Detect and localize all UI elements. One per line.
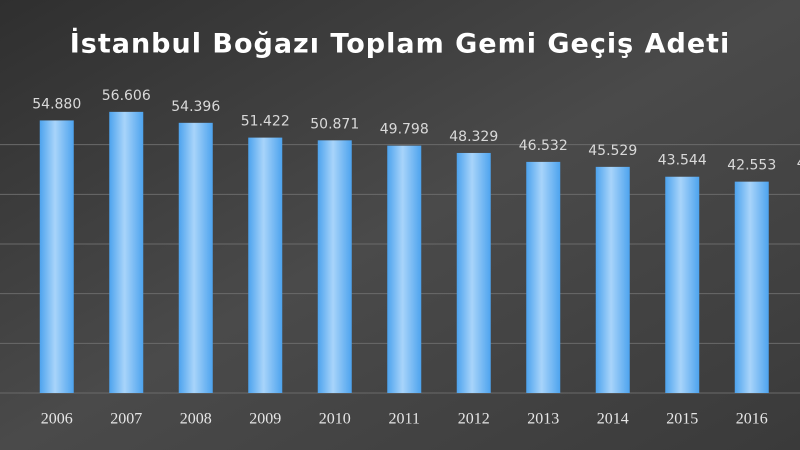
value-label: 43.544: [658, 153, 707, 169]
value-label: 51.422: [241, 114, 290, 130]
x-tick-label: 2016: [736, 411, 768, 428]
x-tick-label: 2012: [458, 411, 490, 428]
value-label: 48.329: [449, 129, 498, 145]
value-label: 42.978: [797, 156, 800, 172]
x-tick-label: 2014: [597, 411, 629, 428]
value-label: 45.529: [588, 143, 637, 159]
bar: [526, 161, 561, 393]
value-label: 42.553: [727, 158, 776, 174]
value-label: 56.606: [102, 88, 151, 104]
value-label: 54.880: [32, 96, 81, 112]
bar: [317, 140, 352, 393]
bar: [109, 111, 144, 393]
bar: [456, 152, 491, 393]
chart-title: İstanbul Boğazı Toplam Gemi Geçiş Adeti: [70, 28, 731, 60]
bar: [734, 181, 769, 393]
x-tick-label: 2015: [666, 411, 698, 428]
x-tick-label: 2006: [41, 411, 73, 428]
value-label: 54.396: [171, 99, 220, 115]
bar: [178, 122, 213, 394]
x-tick-label: 2007: [110, 411, 142, 428]
x-tick-label: 2009: [249, 411, 281, 428]
bar: [248, 137, 283, 393]
x-tick-label: 2011: [389, 411, 420, 428]
bar: [665, 176, 700, 393]
value-label: 50.871: [310, 116, 359, 132]
value-label: 46.532: [519, 138, 568, 154]
x-tick-label: 2008: [180, 411, 212, 428]
bar: [387, 145, 422, 393]
bar: [39, 120, 74, 394]
x-tick-label: 2013: [527, 411, 559, 428]
value-label: 49.798: [380, 122, 429, 138]
x-tick-label: 2010: [319, 411, 351, 428]
bar: [595, 166, 630, 393]
